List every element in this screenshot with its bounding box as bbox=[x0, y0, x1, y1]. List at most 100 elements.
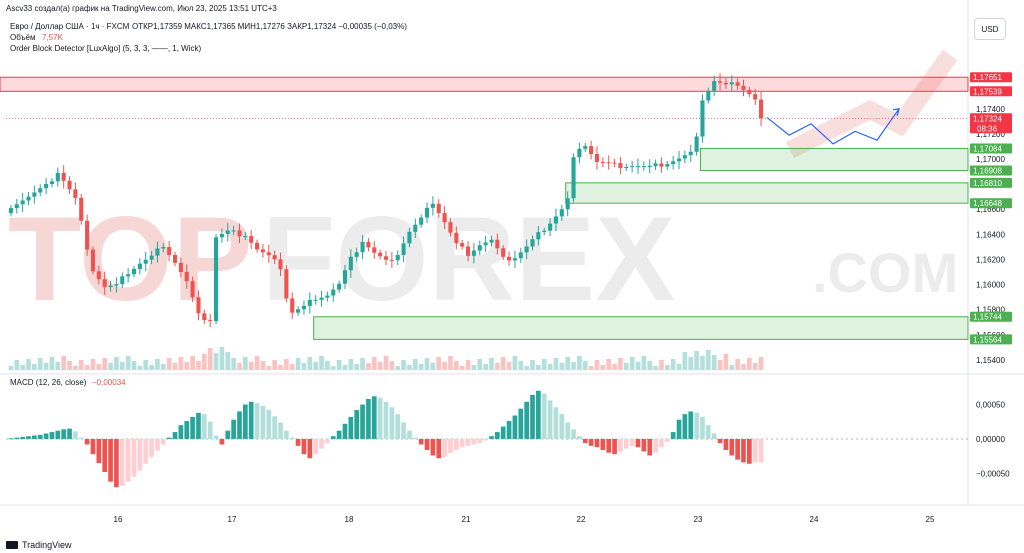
indicator-line[interactable]: Order Block Detector [LuxAlgo] (5, 3, 3,… bbox=[10, 44, 202, 53]
candle-body bbox=[635, 166, 641, 168]
candle-body bbox=[501, 248, 506, 257]
candle-body bbox=[85, 220, 90, 250]
volume-bar bbox=[500, 357, 506, 370]
candle-body bbox=[55, 172, 60, 182]
volume-bar bbox=[653, 366, 658, 370]
candle-body bbox=[747, 89, 752, 95]
volume-bar bbox=[711, 355, 717, 370]
candle-body bbox=[348, 256, 353, 271]
time-tick-label: 21 bbox=[462, 515, 471, 524]
macd-bar bbox=[260, 405, 266, 439]
candle-body bbox=[307, 299, 312, 306]
macd-bar bbox=[489, 436, 494, 439]
volume-bar bbox=[84, 365, 90, 370]
macd-bar bbox=[225, 430, 231, 439]
currency-button[interactable]: USD bbox=[974, 18, 1006, 40]
volume-bar bbox=[536, 365, 541, 370]
candle-body bbox=[741, 85, 746, 90]
candle-body bbox=[131, 268, 137, 275]
macd-bar bbox=[389, 407, 395, 439]
macd-bar bbox=[43, 433, 49, 439]
macd-bar bbox=[647, 438, 653, 456]
volume-bar bbox=[371, 357, 377, 370]
volume-bar bbox=[284, 359, 289, 370]
macd-bar bbox=[8, 438, 14, 440]
volume-bar bbox=[741, 364, 746, 370]
macd-bar bbox=[67, 428, 72, 439]
ohlc-line: ОТКР1,17359 МАКС1,17365 МИН1,17276 ЗАКР1… bbox=[132, 22, 407, 31]
macd-bar bbox=[348, 416, 354, 439]
watermark-arrow bbox=[785, 49, 958, 159]
candle-body bbox=[618, 163, 623, 168]
candle-body bbox=[272, 255, 277, 260]
projection-line bbox=[766, 108, 900, 145]
macd-bar bbox=[465, 438, 471, 446]
volume-bar bbox=[278, 365, 283, 370]
volume-bar bbox=[178, 357, 184, 370]
macd-bar bbox=[623, 438, 629, 449]
candle-body bbox=[102, 279, 107, 288]
volume-bar bbox=[26, 359, 31, 370]
volume-bar bbox=[14, 360, 20, 370]
macd-bar bbox=[700, 416, 705, 439]
candle-body bbox=[266, 252, 271, 256]
macd-bar bbox=[682, 414, 688, 439]
volume-bar bbox=[647, 361, 653, 370]
macd-title[interactable]: MACD (12, 26, close) bbox=[10, 378, 87, 387]
volume-bar bbox=[272, 360, 277, 370]
candles bbox=[8, 73, 764, 328]
macd-bar bbox=[659, 438, 664, 448]
candle-body bbox=[723, 82, 728, 85]
volume-bar bbox=[301, 363, 307, 370]
candle-body bbox=[137, 263, 142, 269]
volume-bar bbox=[635, 362, 641, 370]
price-level-label: 1,16908 bbox=[973, 167, 1002, 176]
volume-bar bbox=[682, 352, 688, 370]
candle-body bbox=[624, 167, 629, 169]
tradingview-footer[interactable]: TradingView bbox=[6, 540, 72, 550]
macd-bar bbox=[201, 414, 207, 439]
candle-body bbox=[407, 231, 412, 244]
candle-body bbox=[436, 203, 441, 214]
price-level-label: 1,15564 bbox=[973, 335, 1002, 344]
candle-body bbox=[682, 155, 687, 159]
price-level-badge bbox=[970, 177, 1012, 188]
macd-bar bbox=[729, 438, 735, 456]
macd-bar bbox=[436, 438, 442, 459]
candle-body bbox=[442, 213, 447, 223]
candle-body bbox=[290, 298, 295, 313]
volume-bar bbox=[254, 356, 260, 370]
macd-bar bbox=[248, 401, 254, 439]
symbol-line[interactable]: Евро / Доллар США · 1ч · FXCM bbox=[10, 22, 130, 31]
candle-body bbox=[190, 281, 195, 298]
volume-bar bbox=[489, 358, 494, 370]
macd-bar bbox=[307, 438, 313, 459]
macd-bar bbox=[237, 411, 242, 439]
candle-body bbox=[149, 255, 154, 260]
macd-bar bbox=[213, 435, 219, 439]
candle-body bbox=[507, 256, 512, 261]
candle-body bbox=[126, 274, 131, 277]
volume-bar bbox=[424, 358, 430, 370]
price-tick-label: 1,17000 bbox=[976, 155, 1005, 164]
macd-bar bbox=[219, 438, 225, 445]
volume-bar bbox=[723, 354, 729, 370]
candle-body bbox=[612, 162, 617, 164]
volume-bar bbox=[547, 364, 553, 370]
watermark-top: TOP bbox=[8, 192, 253, 326]
candle-body bbox=[378, 252, 383, 257]
macd-bar bbox=[758, 438, 764, 463]
volume-bar bbox=[471, 365, 477, 370]
volume-bar bbox=[231, 358, 236, 370]
macd-bar bbox=[512, 415, 518, 439]
volume-bar bbox=[436, 357, 442, 370]
volume-bar bbox=[143, 360, 149, 370]
macd-bar bbox=[137, 438, 143, 471]
macd-value: −0,00034 bbox=[92, 378, 126, 387]
macd-bar bbox=[102, 438, 108, 473]
candle-body bbox=[647, 166, 652, 168]
macd-bar bbox=[73, 431, 78, 439]
macd-bar bbox=[14, 437, 20, 439]
macd-bar bbox=[289, 437, 295, 439]
